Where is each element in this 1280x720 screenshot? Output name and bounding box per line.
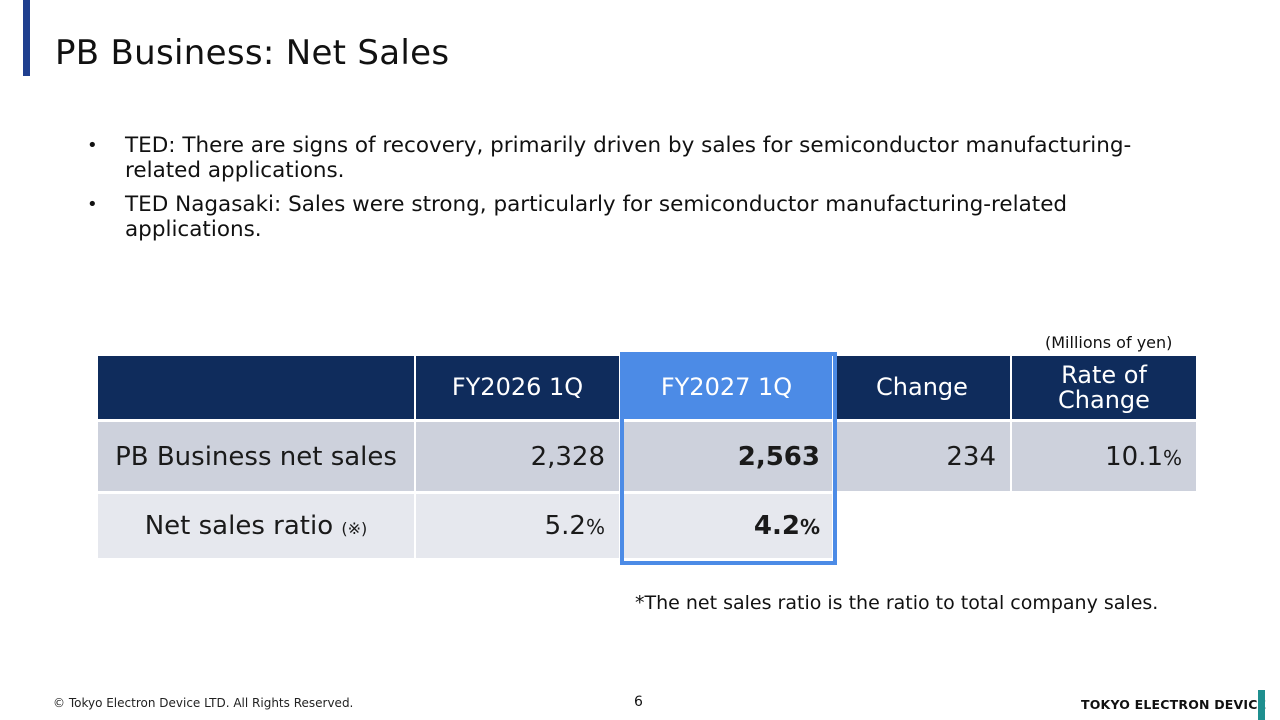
empty-cell: [834, 491, 1012, 558]
bullet-item: • TED Nagasaki: Sales were strong, parti…: [85, 192, 1195, 242]
header-label-cell: [98, 356, 416, 419]
row-label: PB Business net sales: [98, 419, 416, 491]
row-label: Net sales ratio (※): [98, 491, 416, 558]
header-rate-of-change: Rate of Change: [1012, 356, 1196, 419]
rate-value: 10.1: [1105, 441, 1163, 472]
unit-note: (Millions of yen): [1045, 333, 1173, 352]
table-row: Net sales ratio (※) 5.2% 4.2%: [98, 491, 1196, 558]
cell-rate: 10.1%: [1012, 419, 1196, 491]
page-number: 6: [634, 694, 643, 710]
note-mark: (※): [341, 519, 368, 538]
bullet-text: TED Nagasaki: Sales were strong, particu…: [125, 192, 1068, 242]
ratio-value: 5.2: [544, 511, 586, 541]
cell-fy2026: 2,328: [416, 419, 621, 491]
cell-fy2027: 4.2%: [621, 491, 834, 558]
bullet-text: TED: There are signs of recovery, primar…: [125, 133, 1132, 183]
bullet-item: • TED: There are signs of recovery, prim…: [85, 133, 1195, 183]
bullet-marker: •: [87, 135, 98, 156]
ratio-value: 4.2: [753, 511, 800, 541]
header-fy2027: FY2027 1Q: [621, 356, 834, 419]
title-accent-bar: [23, 0, 30, 76]
cell-fy2027: 2,563: [621, 419, 834, 491]
cell-fy2026: 5.2%: [416, 491, 621, 558]
brand-logo-text: TOKYO ELECTRON DEVICE: [1081, 697, 1267, 712]
brand-accent-bar: [1258, 690, 1265, 720]
cell-change: 234: [834, 419, 1012, 491]
percent-sign: %: [799, 515, 820, 539]
table-row: PB Business net sales 2,328 2,563 234 10…: [98, 419, 1196, 491]
table-header-row: FY2026 1Q FY2027 1Q Change Rate of Chang…: [98, 356, 1196, 419]
header-fy2026: FY2026 1Q: [416, 356, 621, 419]
copyright: © Tokyo Electron Device LTD. All Rights …: [53, 696, 354, 710]
percent-sign: %: [1162, 445, 1182, 470]
percent-sign: %: [585, 515, 605, 539]
slide-title: PB Business: Net Sales: [55, 33, 450, 73]
header-change: Change: [834, 356, 1012, 419]
footnote: *The net sales ratio is the ratio to tot…: [635, 592, 1159, 614]
bullet-marker: •: [87, 194, 98, 215]
row-label-text: Net sales ratio: [144, 511, 334, 541]
net-sales-table: FY2026 1Q FY2027 1Q Change Rate of Chang…: [98, 356, 1196, 558]
bullet-list: • TED: There are signs of recovery, prim…: [85, 133, 1195, 251]
empty-cell: [1012, 491, 1196, 558]
